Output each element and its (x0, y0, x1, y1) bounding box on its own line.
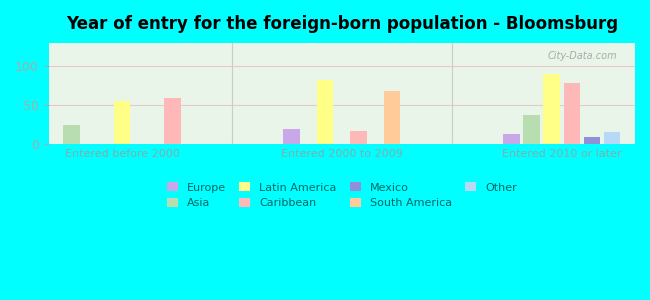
Bar (543, 74, 560, 144)
Title: Year of entry for the foreign-born population - Bloomsburg: Year of entry for the foreign-born popul… (66, 15, 618, 33)
Bar (283, 128, 300, 144)
Bar (523, 115, 540, 144)
Legend: Europe, Asia, Latin America, Caribbean, Mexico, South America, Other: Europe, Asia, Latin America, Caribbean, … (162, 178, 521, 213)
Text: City-Data.com: City-Data.com (548, 51, 617, 61)
Bar (350, 131, 367, 144)
Bar (503, 134, 519, 144)
Bar (604, 132, 620, 144)
Bar (384, 91, 400, 144)
Bar (114, 100, 130, 144)
Bar (564, 82, 580, 144)
Bar (63, 125, 80, 144)
Bar (164, 98, 181, 144)
Bar (584, 137, 600, 144)
Bar (317, 80, 333, 144)
